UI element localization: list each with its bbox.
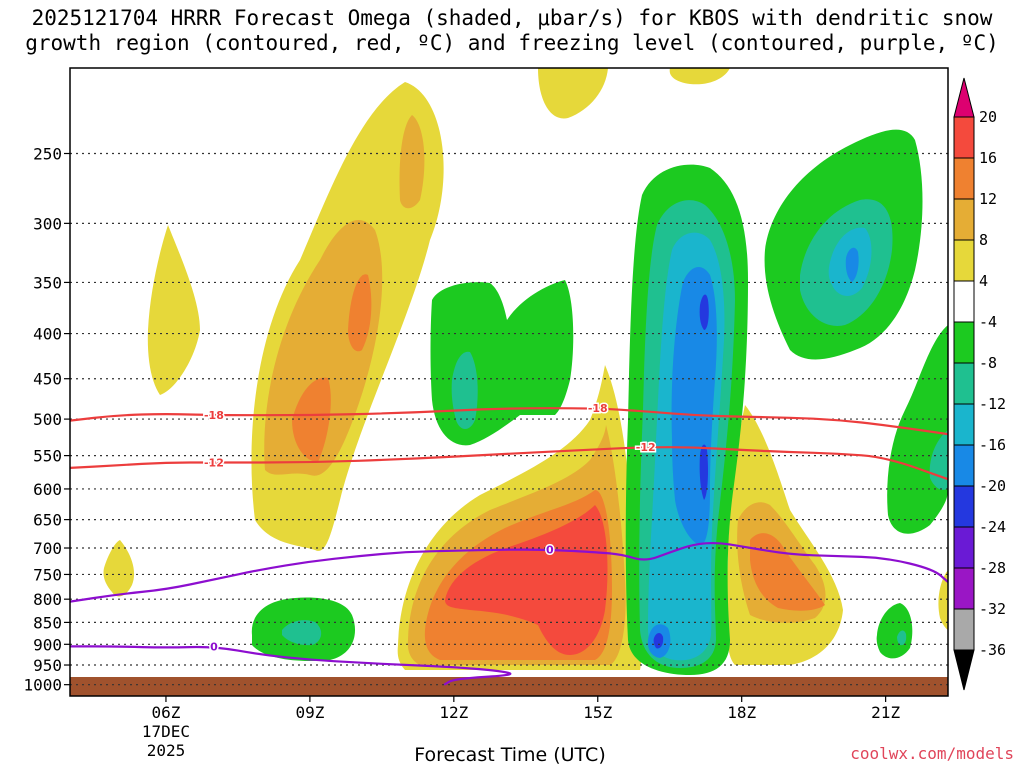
contour-dgz-bottom: [70, 446, 948, 481]
contour-dgz-top: [70, 407, 948, 436]
y-tick-label-500: 500: [33, 410, 62, 429]
omega-region-left-lower-4: [103, 540, 135, 597]
x-tick-label-15Z: 15Z: [583, 703, 612, 722]
colorbar-box-2: [953, 157, 975, 200]
omega-region-mid-minus4: [430, 280, 574, 446]
chart-title-line-2: growth region (contoured, red, ºC) and f…: [25, 31, 999, 55]
omega-region-right-lower-minus8: [897, 630, 907, 646]
colorbar-box-9: [953, 444, 975, 487]
chart-title: 2025121704 HRRR Forecast Omega (shaded, …: [0, 6, 1024, 56]
colorbar-label-12: -32: [979, 600, 1006, 618]
colorbar-box-7: [953, 362, 975, 405]
colorbar-box-10: [953, 485, 975, 528]
x-date-line-1: 17DEC: [142, 722, 190, 741]
omega-region-low-left-minus8: [282, 620, 322, 646]
y-tick-label-550: 550: [33, 447, 62, 466]
omega-region-top-right-4: [669, 68, 730, 85]
colorbar-label-2: 12: [979, 190, 997, 208]
colorbar-label-3: 8: [979, 231, 988, 249]
y-tick-label-450: 450: [33, 370, 62, 389]
contour-label-freezing-level-lower-0: 0: [210, 640, 218, 653]
x-tick-label-12Z: 12Z: [439, 703, 468, 722]
pressure-gridlines: [70, 152, 948, 686]
omega-region-upper-ridge-8: [264, 220, 383, 476]
colorbar-label-4: 4: [979, 272, 988, 290]
colorbar-top-triangle: [953, 77, 975, 118]
x-tick-label-06Z: 06Z: [152, 703, 181, 722]
omega-region-right-lower-minus4: [876, 603, 913, 659]
colorbar-label-5: -4: [979, 313, 997, 331]
colorbar-box-6: [953, 321, 975, 364]
colorbar-box-5: [953, 280, 975, 323]
colorbar-label-7: -12: [979, 395, 1006, 413]
y-tick-label-300: 300: [33, 214, 62, 233]
omega-colorbar: 20 16 12 8 4 -4 -8 -12 -16 -20 -24 -28 -32 -36: [953, 77, 1006, 691]
x-tick-label-09Z: 09Z: [295, 703, 324, 722]
y-tick-label-750: 750: [33, 565, 62, 584]
colorbar-box-13: [953, 608, 975, 651]
omega-region-bottom-blob-minus20: [653, 632, 664, 649]
y-tick-label-900: 900: [33, 635, 62, 654]
omega-region-upper-ridge-12a: [348, 274, 372, 352]
colorbar-label-11: -28: [979, 559, 1006, 577]
colorbar-box-4: [953, 239, 975, 282]
colorbar-label-1: 16: [979, 149, 997, 167]
y-axis-ticks: 250 300 350 400 450 500 550 600 650 700 750 800 850 9…: [23, 144, 70, 695]
contour-label-dgz-top-0: -18: [204, 409, 224, 422]
x-tick-label-18Z: 18Z: [727, 703, 756, 722]
source-credit: coolwx.com/models: [850, 744, 1014, 763]
y-tick-label-950: 950: [33, 656, 62, 675]
omega-region-low-right-12: [750, 533, 825, 611]
y-tick-label-650: 650: [33, 511, 62, 530]
y-tick-label-250: 250: [33, 144, 62, 163]
y-tick-label-400: 400: [33, 325, 62, 344]
colorbar-box-12: [953, 567, 975, 610]
omega-region-upper-ridge-12b: [292, 377, 331, 462]
y-tick-label-1000: 1000: [23, 676, 62, 695]
colorbar-label-0: 20: [979, 108, 997, 126]
colorbar-label-9: -20: [979, 477, 1006, 495]
contour-freezing-level-upper: [70, 541, 948, 603]
colorbar-box-3: [953, 198, 975, 241]
omega-region-left-upper-4: [147, 225, 200, 395]
contour-label-dgz-top-1: -18: [588, 402, 608, 415]
colorbar-box-11: [953, 526, 975, 569]
contour-label-dgz-bottom-1: -12: [636, 441, 656, 454]
x-tick-label-21Z: 21Z: [871, 703, 900, 722]
colorbar-label-13: -36: [979, 641, 1006, 659]
x-axis-label: Forecast Time (UTC): [414, 744, 606, 766]
colorbar-box-8: [953, 403, 975, 446]
contour-labels: -18 -18 -12 -12 0 0: [202, 401, 657, 655]
omega-region-upper-right-minus16: [845, 247, 859, 282]
y-tick-label-350: 350: [33, 273, 62, 292]
ground-surface: [70, 677, 948, 696]
y-tick-label-600: 600: [33, 480, 62, 499]
omega-shaded-regions: [70, 68, 948, 696]
y-tick-label-700: 700: [33, 539, 62, 558]
omega-region-top-center-4: [538, 68, 608, 119]
omega-region-lowlevel-16: [445, 505, 608, 655]
temperature-contours: [70, 407, 948, 686]
colorbar-label-10: -24: [979, 518, 1006, 536]
plot-frame: [69, 67, 949, 697]
y-tick-label-800: 800: [33, 590, 62, 609]
colorbar-bottom-triangle: [953, 649, 975, 691]
contour-label-dgz-bottom-0: -12: [204, 457, 224, 470]
omega-region-main-column-minus20b: [699, 444, 708, 500]
chart-title-line-1: 2025121704 HRRR Forecast Omega (shaded, …: [31, 6, 993, 30]
colorbar-label-6: -8: [979, 354, 997, 372]
y-tick-label-850: 850: [33, 613, 62, 632]
colorbar-label-8: -16: [979, 436, 1006, 454]
omega-region-right-edge-4: [938, 570, 948, 630]
x-date-line-2: 2025: [147, 741, 186, 760]
contour-freezing-level-lower: [70, 645, 512, 686]
omega-region-top-ridge-8: [399, 115, 425, 209]
colorbar-box-1: [953, 116, 975, 159]
contour-label-freezing-level-upper-0: 0: [546, 544, 554, 557]
omega-region-main-column-minus20a: [699, 294, 709, 330]
